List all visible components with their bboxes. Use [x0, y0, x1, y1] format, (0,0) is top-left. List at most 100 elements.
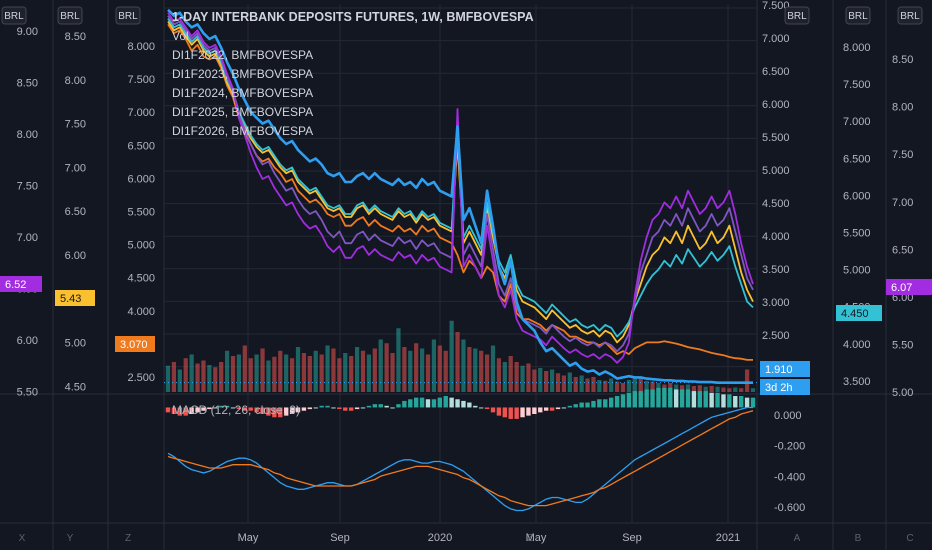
time-axis-tick: 2021 — [716, 532, 740, 544]
volume-bar — [224, 350, 230, 392]
volume-bar — [295, 347, 301, 392]
volume-bar — [585, 378, 590, 392]
macd-histogram-bar — [703, 391, 708, 408]
macd-histogram-bar — [307, 407, 313, 410]
macd-histogram-bar — [673, 389, 679, 408]
macd-histogram-bar — [567, 405, 573, 408]
left1-axis-tick: 8.50 — [17, 78, 38, 90]
macd-histogram-bar — [272, 407, 277, 418]
volume-bar — [727, 388, 732, 392]
scale-badge-box — [57, 6, 83, 25]
legend-item-di1f2025[interactable]: DI1F2025, BMFBOVESPA — [172, 105, 314, 119]
volume-bar — [266, 360, 271, 392]
volume-bar — [484, 354, 490, 392]
volume-bar — [349, 356, 354, 392]
volume-bar — [526, 363, 531, 392]
volume-bar — [207, 365, 212, 392]
volume-bar — [721, 387, 726, 392]
macd-histogram-bar — [443, 396, 448, 408]
price-series — [164, 8, 757, 385]
left3-axis-tick: 8.000 — [127, 41, 155, 53]
scale-letter: C — [906, 533, 913, 544]
volume-bar — [668, 383, 673, 392]
volume-bar — [189, 354, 194, 392]
macd-histogram-bar — [171, 407, 177, 414]
volume-bar — [614, 381, 620, 392]
macd-histogram-bar — [319, 405, 324, 408]
macd-histogram-bar — [484, 407, 490, 410]
volume-bars — [165, 320, 756, 392]
left2-axis-tick: 6.50 — [65, 206, 86, 218]
right3-axis-tick: 8.00 — [892, 102, 913, 114]
scale-letter: Z — [527, 533, 533, 544]
volume-bar — [319, 354, 324, 392]
macd-histogram-bar — [591, 400, 596, 408]
macd-histogram-bar — [218, 405, 224, 408]
volume-bar — [171, 362, 177, 392]
volume-bar — [195, 363, 200, 392]
volume-bar — [177, 369, 182, 392]
right1-axis-tick: 4.500 — [762, 198, 790, 210]
volume-bar — [425, 354, 431, 392]
left1-axis-tick: 7.00 — [17, 232, 38, 244]
time-axis-tick: May — [526, 532, 547, 544]
macd-histogram-bar — [207, 407, 212, 410]
volume-bar — [544, 371, 549, 392]
volume-bar — [715, 386, 720, 392]
volume-bar — [372, 348, 377, 392]
right1-time-badge: 3d 2h — [765, 382, 793, 394]
right3-axis-tick: 7.00 — [892, 197, 913, 209]
macd-histogram-bar — [597, 399, 602, 408]
macd-histogram-bar — [213, 407, 218, 409]
scale-letter: B — [855, 533, 862, 544]
right1-axis-tick: 3.500 — [762, 264, 790, 276]
volume-bar — [703, 386, 708, 392]
legend-item-vol[interactable]: Vol — [172, 29, 189, 43]
volume-bar — [236, 354, 242, 392]
macd-histogram-bar — [384, 405, 389, 408]
macd-histogram-bar — [555, 407, 561, 410]
macd-histogram-bar — [650, 389, 655, 408]
left3-axis-tick: 2.500 — [127, 372, 155, 384]
macd-histogram-bar — [715, 392, 720, 408]
volume-bar — [213, 367, 218, 392]
macd-histogram-bar — [585, 402, 590, 408]
volume-bar — [520, 365, 525, 392]
macd-histogram-bar — [490, 407, 496, 413]
volume-bar — [644, 380, 649, 392]
right3-axis-tick: 6.50 — [892, 244, 913, 256]
left2-axis-tick: 7.50 — [65, 119, 86, 131]
left3-axis-tick: 4.500 — [127, 273, 155, 285]
volume-bar — [496, 358, 502, 392]
volume-bar — [343, 353, 348, 392]
macd-histogram-bar — [313, 407, 318, 409]
legend-item-di1f2024[interactable]: DI1F2024, BMFBOVESPA — [172, 86, 314, 100]
volume-bar — [408, 350, 413, 392]
volume-bar — [325, 345, 330, 392]
macd-label[interactable]: MACD (12, 26, close, 9) — [172, 403, 301, 417]
macd-histogram-bar — [301, 407, 307, 411]
legend-item-di1f2022[interactable]: DI1F2022, BMFBOVESPA — [172, 48, 314, 62]
scale-badge-label: BRL — [118, 11, 138, 22]
right3-price-badge: 6.07 — [891, 282, 912, 294]
series-line-di1f2022 — [167, 23, 753, 361]
volume-bar — [479, 350, 484, 392]
volume-bar — [532, 369, 537, 392]
volume-bar — [691, 386, 697, 392]
volume-bar — [449, 320, 454, 392]
legend-item-di1f2023[interactable]: DI1F2023, BMFBOVESPA — [172, 67, 314, 81]
volume-bar — [626, 380, 632, 392]
right2-axis-tick: 7.500 — [843, 79, 871, 91]
volume-bar — [419, 348, 425, 392]
macd-histogram-bar — [668, 387, 673, 408]
legend-item-di1f2026[interactable]: DI1F2026, BMFBOVESPA — [172, 124, 314, 138]
left3-axis-tick: 5.000 — [127, 240, 155, 252]
volume-bar — [709, 386, 714, 392]
volume-bar — [656, 383, 661, 392]
left2-price-badge-box — [55, 290, 95, 306]
volume-bar — [502, 362, 507, 392]
macd-histogram-bar — [532, 407, 537, 414]
scale-letter: Y — [67, 533, 74, 544]
